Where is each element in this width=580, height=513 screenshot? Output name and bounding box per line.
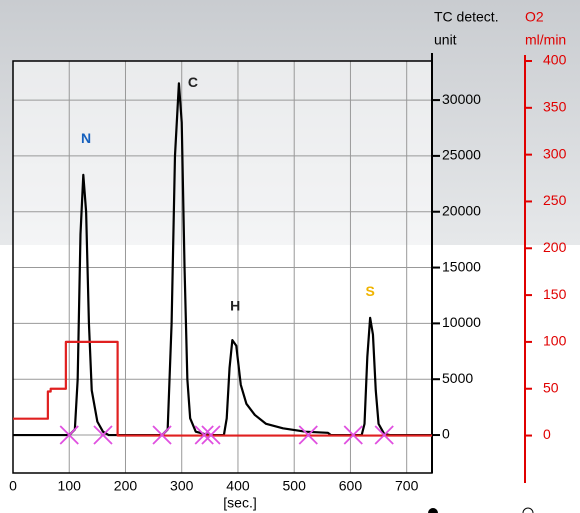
y2-tick-label: 300 <box>543 145 567 161</box>
cross-marker <box>93 425 113 445</box>
x-tick-label: 400 <box>226 478 250 494</box>
peak-label: N <box>81 130 91 146</box>
page-dot[interactable] <box>522 507 534 513</box>
cross-marker <box>298 425 318 445</box>
peak-label: H <box>230 297 240 313</box>
y-tick-label: 5000 <box>442 370 473 386</box>
y-tick-label: 30000 <box>442 91 481 107</box>
x-tick-label: 0 <box>9 478 17 494</box>
y2-label-2: ml/min <box>525 32 566 48</box>
y2-tick-label: 0 <box>543 426 551 442</box>
x-label: [sec.] <box>223 495 256 511</box>
plot-area <box>13 61 432 473</box>
y-tick-label: 10000 <box>442 314 481 330</box>
y-tick-label: 25000 <box>442 147 481 163</box>
y2-tick-label: 50 <box>543 379 559 395</box>
peak-label: C <box>188 74 198 90</box>
series-line <box>13 340 432 437</box>
y2-label-1: O2 <box>525 9 544 25</box>
y-label-1: TC detect. <box>434 9 499 25</box>
cross-marker <box>343 425 363 445</box>
x-tick-label: 100 <box>58 478 82 494</box>
cross-marker <box>374 425 394 445</box>
y2-tick-label: 350 <box>543 99 567 115</box>
cross-marker <box>59 425 79 445</box>
page-dot[interactable] <box>428 508 438 513</box>
x-tick-label: 500 <box>283 478 307 494</box>
cross-marker <box>201 425 221 445</box>
y2-tick-label: 400 <box>543 52 567 68</box>
y-label-2: unit <box>434 32 457 48</box>
peak-label: S <box>365 283 374 299</box>
y-tick-label: 15000 <box>442 258 481 274</box>
y2-tick-label: 200 <box>543 239 567 255</box>
cross-marker <box>194 425 214 445</box>
y2-tick-label: 100 <box>543 333 567 349</box>
y-tick-label: 20000 <box>442 202 481 218</box>
y2-tick-label: 150 <box>543 286 567 302</box>
x-tick-label: 300 <box>170 478 194 494</box>
x-tick-label: 200 <box>114 478 138 494</box>
cross-marker <box>152 425 172 445</box>
y2-tick-label: 250 <box>543 192 567 208</box>
x-tick-label: 600 <box>339 478 363 494</box>
x-tick-label: 700 <box>395 478 419 494</box>
y-tick-label: 0 <box>442 426 450 442</box>
